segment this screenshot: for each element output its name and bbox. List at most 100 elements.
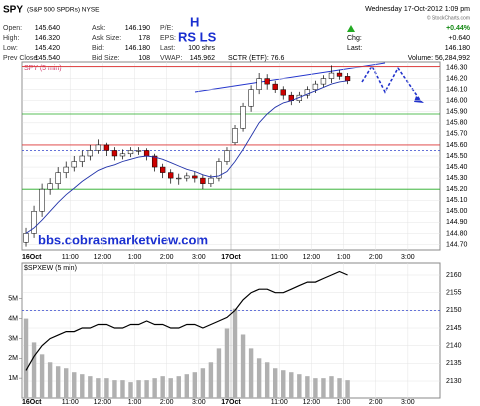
- field-value: 100 shrs: [188, 45, 215, 52]
- y-tick-label: 146.00: [446, 98, 468, 105]
- x-tick-label: 1:00: [337, 399, 351, 406]
- y-tick-label: 145.20: [446, 186, 468, 193]
- candle-body: [127, 150, 134, 155]
- sctr: SCTR (ETF): 76.6: [228, 55, 285, 62]
- candle-body: [344, 76, 351, 82]
- candle-body: [216, 161, 222, 179]
- volume-bar: [47, 362, 53, 398]
- volume-bar: [31, 342, 37, 398]
- field-label: Last:: [160, 45, 175, 52]
- field-value: 178: [138, 35, 150, 42]
- y-tick-label: 1M: [8, 375, 18, 382]
- volume-bar: [321, 378, 326, 398]
- candle-body: [176, 177, 182, 180]
- x-tick-label: 1:00: [337, 254, 351, 261]
- credit: © StockCharts.com: [427, 14, 470, 21]
- candle-body: [232, 128, 238, 143]
- index-line: [25, 270, 348, 371]
- volume-bar: [160, 376, 165, 398]
- candle-body: [336, 72, 343, 77]
- y-tick-label: 145.70: [446, 131, 468, 138]
- candle-body: [248, 89, 254, 107]
- volume-bar: [232, 308, 238, 398]
- y-tick-label: 2M: [8, 355, 18, 362]
- x-tick-label: 11:00: [62, 254, 79, 261]
- y-tick-label: 145.00: [446, 208, 468, 215]
- volume-bar: [305, 376, 310, 398]
- y-tick-label: 145.60: [446, 142, 468, 149]
- x-tick-label: 12:00: [94, 399, 112, 406]
- x-tick-label: 3:00: [401, 254, 415, 261]
- candle-body: [280, 89, 286, 96]
- candle-body: [63, 166, 69, 173]
- candle-body: [240, 105, 246, 129]
- x-tick-label: 3:00: [192, 399, 206, 406]
- volume-bar: [256, 358, 262, 398]
- x-tick-label: 1:00: [128, 399, 142, 406]
- trend-line: [194, 62, 386, 93]
- y-tick-label: 146.20: [446, 75, 468, 82]
- candle-body: [272, 83, 278, 90]
- y2-tick-label: 2150: [446, 307, 462, 314]
- x-tick-label: 16Oct: [22, 254, 42, 261]
- volume-bar: [144, 380, 149, 398]
- volume-bar: [64, 368, 69, 398]
- volume-bar: [55, 366, 61, 398]
- volume-bar: [72, 372, 77, 398]
- field-label: Ask:: [92, 25, 106, 32]
- candle-body: [39, 188, 45, 212]
- candle-body: [160, 166, 166, 173]
- field-value: 145.540: [35, 55, 60, 62]
- volume-bar: [152, 378, 157, 398]
- pct-change: +0.44%: [446, 25, 471, 32]
- volume-bar: [168, 378, 173, 398]
- field-label: Bid Size:: [92, 55, 120, 62]
- volume-bar: [200, 368, 206, 398]
- volume-bar: [345, 380, 350, 398]
- field-value: 145.640: [35, 25, 60, 32]
- projection: [361, 64, 421, 101]
- candle-body: [192, 175, 198, 179]
- site: bbs.cobrasmarketview.com: [38, 232, 208, 247]
- field-value: 108: [138, 55, 150, 62]
- field-label: Prev Close:: [3, 55, 39, 62]
- volume-bar: [208, 362, 214, 398]
- y2-tick-label: 2140: [446, 343, 462, 350]
- symbol: SPY: [3, 5, 23, 16]
- candle-body: [23, 233, 29, 243]
- field-value: 146.180: [125, 45, 150, 52]
- volume-bar: [176, 376, 181, 398]
- volume-bar: [240, 334, 246, 398]
- volume-bar: [136, 380, 141, 398]
- y-tick-label: 145.30: [446, 175, 468, 182]
- field-value: 145.420: [35, 45, 60, 52]
- x-tick-label: 16Oct: [22, 399, 42, 406]
- y2-tick-label: 2145: [446, 325, 462, 332]
- volume: Volume: 56,284,992: [408, 55, 470, 62]
- volume-bar: [329, 376, 334, 398]
- volume-bar: [128, 382, 133, 398]
- volume-bar: [80, 374, 85, 398]
- x-tick-label: 2:00: [160, 254, 174, 261]
- candle-body: [184, 175, 190, 179]
- up-arrow: [347, 25, 355, 32]
- x-tick-label: 1:00: [128, 254, 142, 261]
- candle-body: [224, 150, 230, 162]
- candle-body: [264, 78, 270, 85]
- moving-average: [25, 80, 348, 234]
- volume-bar: [96, 378, 101, 398]
- x-tick-label: 12:00: [94, 254, 112, 261]
- y-tick-label: 145.40: [446, 164, 468, 171]
- x-tick-label: 11:00: [62, 399, 79, 406]
- panel-title: $SPXEW (5 min): [24, 265, 77, 272]
- candle-body: [143, 150, 150, 157]
- volume-bar: [297, 374, 302, 398]
- volume-bar: [39, 354, 45, 398]
- volume-bar: [88, 376, 93, 398]
- candle-body: [79, 155, 85, 162]
- candle-body: [55, 172, 61, 184]
- chg: +0.640: [448, 35, 470, 42]
- candle-body: [312, 83, 319, 90]
- candle-body: [71, 161, 77, 168]
- projection-arrow: [414, 96, 424, 103]
